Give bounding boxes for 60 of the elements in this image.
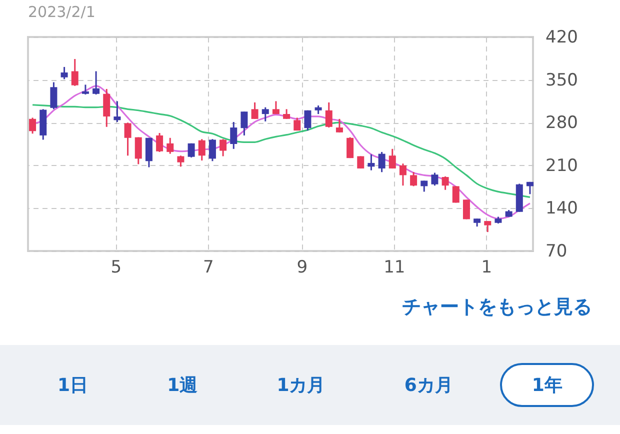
- text: チャートをもっと見る: [402, 295, 592, 320]
- candlestick: [442, 176, 449, 191]
- candlestick: [462, 198, 470, 220]
- candlestick: [103, 88, 110, 128]
- candlestick: [198, 138, 206, 162]
- y-tick-label: 140: [546, 198, 578, 219]
- candlestick: [336, 118, 343, 134]
- candlestick: [262, 106, 269, 122]
- candlestick: [452, 185, 460, 204]
- candlestick: [484, 220, 492, 233]
- candlestick: [220, 138, 227, 157]
- candlestick: [230, 121, 238, 150]
- candlestick: [251, 102, 258, 120]
- text: 6カ月: [403, 374, 454, 398]
- candlestick: [188, 142, 195, 158]
- candlestick: [431, 172, 438, 186]
- candlestick: [71, 58, 78, 87]
- candlestick: [134, 136, 142, 165]
- y-tick-label: 70: [546, 242, 568, 262]
- candlestick: [346, 136, 354, 159]
- candlestick: [272, 100, 280, 115]
- text: 1年: [500, 363, 594, 407]
- candlestick: [240, 110, 248, 136]
- candlestick: [420, 180, 428, 192]
- candlestick: [368, 154, 375, 172]
- text: 1カ月: [276, 374, 326, 398]
- y-tick-label: 420: [546, 28, 578, 48]
- text: 1日: [56, 374, 90, 398]
- x-tick-label: 5: [110, 258, 122, 278]
- candlestick: [177, 154, 184, 168]
- candlestick: [50, 81, 58, 110]
- candlestick: [304, 110, 312, 132]
- candlestick: [82, 84, 89, 96]
- x-tick-label: 9: [296, 258, 308, 278]
- candlestick: [388, 148, 396, 170]
- y-tick-label: 350: [546, 70, 578, 90]
- candlestick: [166, 137, 174, 155]
- x-tick-label: 1: [481, 258, 492, 278]
- candlestick: [92, 70, 100, 96]
- candlestick: [29, 116, 36, 134]
- candlestick: [60, 66, 68, 80]
- candlestick: [294, 116, 301, 132]
- candlestick: [325, 102, 332, 128]
- candlestick: [399, 162, 406, 186]
- candlestick: [378, 151, 386, 173]
- y-tick-label: 280: [546, 113, 578, 134]
- x-tick-label: 11: [384, 258, 406, 278]
- text: 1週: [166, 374, 199, 398]
- candlestick: [526, 181, 534, 195]
- candlestick: [208, 138, 216, 162]
- y-tick-label: 210: [546, 156, 578, 176]
- candlestick: [145, 137, 152, 168]
- chart-title: 2023/2/1: [28, 3, 96, 21]
- candlestick: [124, 122, 132, 156]
- candlestick: [156, 132, 164, 153]
- candlestick: [283, 108, 290, 120]
- x-tick-label: 7: [203, 258, 214, 278]
- candlestick: [357, 155, 364, 170]
- candlestick: [410, 171, 418, 187]
- candlestick: [114, 100, 121, 123]
